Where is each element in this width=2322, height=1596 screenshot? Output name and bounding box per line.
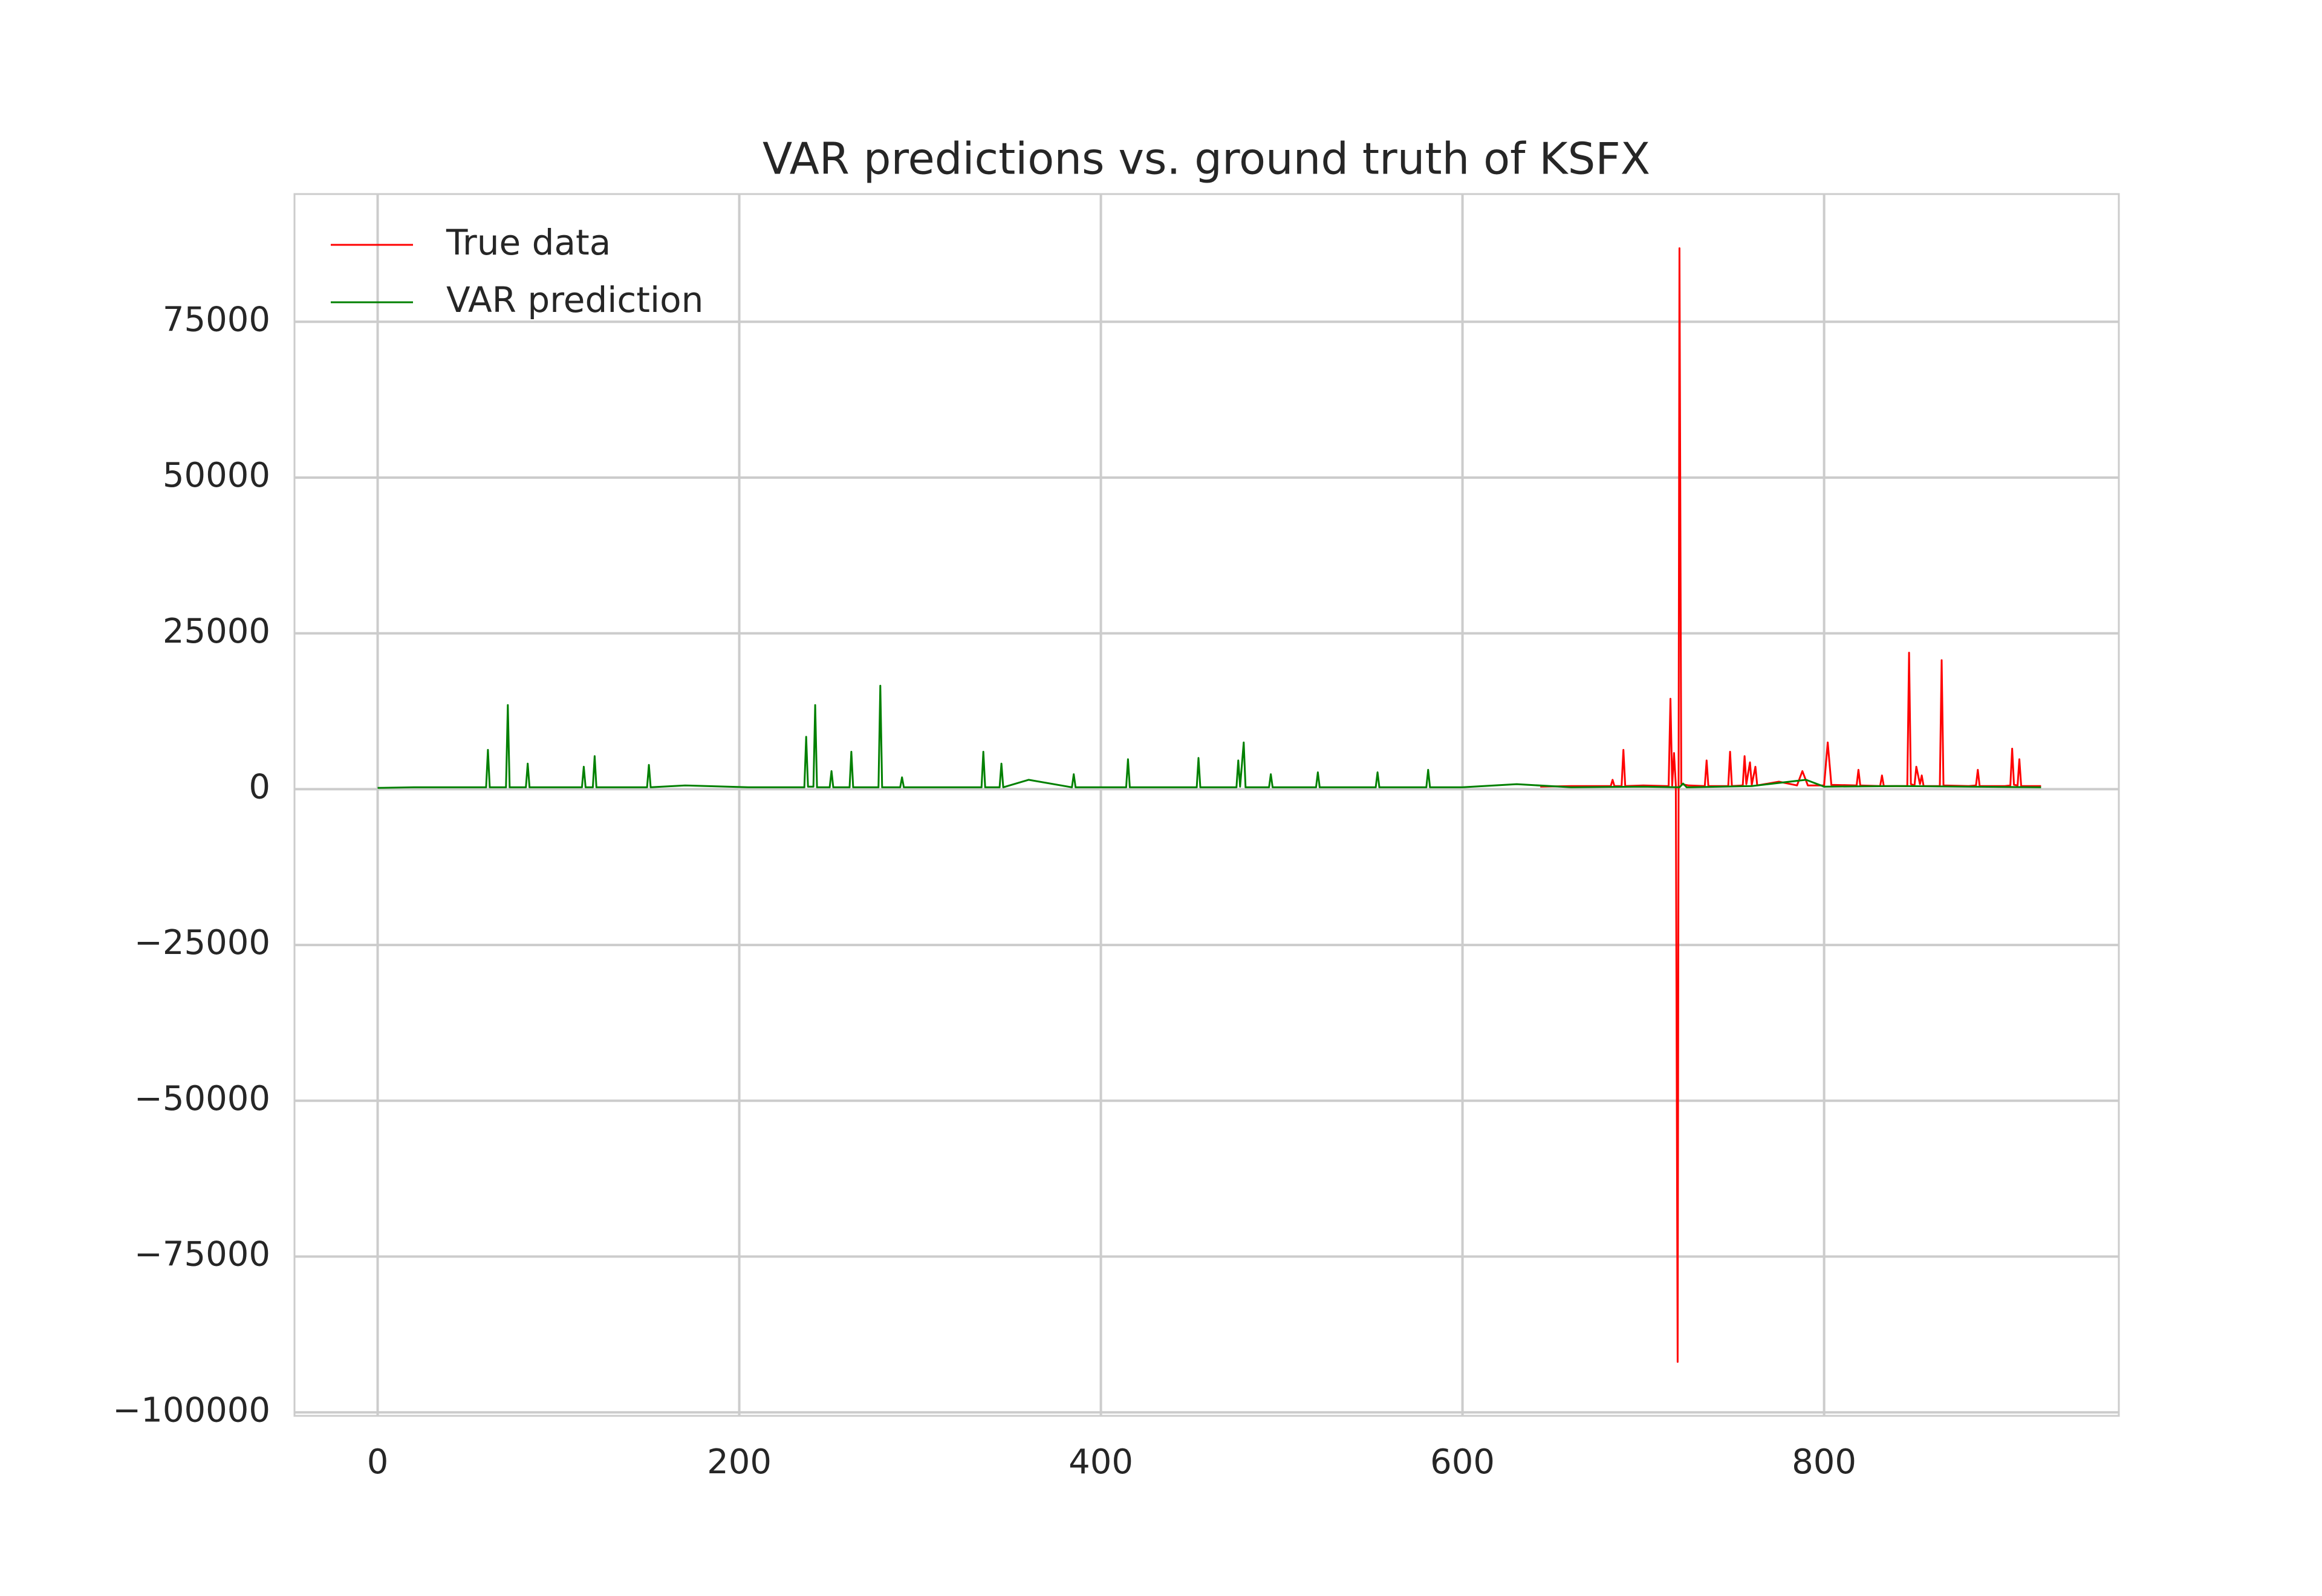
legend: True data VAR prediction [331,222,703,320]
legend-label: True data [446,222,611,263]
y-tick-label: −75000 [134,1235,270,1274]
x-tick-label: 800 [1792,1442,1856,1482]
x-tick-label: 600 [1430,1442,1495,1482]
y-tick-label: 0 [249,768,270,807]
y-tick-label: −50000 [134,1079,270,1118]
y-tick-label: −100000 [112,1390,270,1430]
plot-area [293,193,2120,1417]
x-tick-label: 0 [367,1442,389,1482]
data-line [377,684,2041,789]
y-tick-label: 25000 [163,612,270,651]
y-tick-label: 50000 [163,456,270,495]
x-tick-label: 400 [1068,1442,1133,1482]
legend-label: VAR prediction [446,279,703,320]
y-tick-label: −25000 [134,923,270,962]
x-tick-label: 200 [707,1442,772,1482]
y-tick-label: 75000 [163,300,270,339]
chart-title: VAR predictions vs. ground truth of KSFX [763,134,1650,184]
